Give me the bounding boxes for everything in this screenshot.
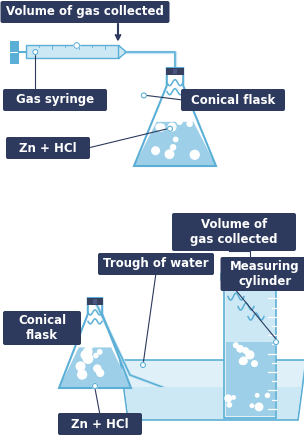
Circle shape <box>243 348 248 353</box>
Text: Measuring
cylinder: Measuring cylinder <box>230 260 300 288</box>
Polygon shape <box>134 122 216 166</box>
Circle shape <box>255 403 263 411</box>
FancyBboxPatch shape <box>3 89 107 111</box>
Circle shape <box>179 111 189 121</box>
Circle shape <box>178 120 182 124</box>
Circle shape <box>190 151 199 159</box>
FancyBboxPatch shape <box>181 89 285 111</box>
Circle shape <box>246 351 254 359</box>
FancyBboxPatch shape <box>226 281 275 342</box>
Circle shape <box>85 339 94 349</box>
Circle shape <box>165 150 174 158</box>
FancyBboxPatch shape <box>221 274 279 280</box>
Circle shape <box>255 394 259 397</box>
Circle shape <box>171 145 176 150</box>
Circle shape <box>168 126 172 131</box>
Circle shape <box>240 359 245 364</box>
FancyBboxPatch shape <box>93 299 97 304</box>
FancyBboxPatch shape <box>1 1 170 23</box>
FancyBboxPatch shape <box>3 311 81 345</box>
Polygon shape <box>120 360 304 420</box>
FancyBboxPatch shape <box>26 46 119 59</box>
Circle shape <box>81 351 90 359</box>
Text: Gas syringe: Gas syringe <box>16 94 94 107</box>
Circle shape <box>82 340 88 345</box>
Text: Trough of water: Trough of water <box>103 258 209 271</box>
Circle shape <box>187 121 192 126</box>
Circle shape <box>227 403 232 407</box>
Circle shape <box>168 123 176 131</box>
Text: Conical
flask: Conical flask <box>18 314 66 342</box>
FancyBboxPatch shape <box>220 257 304 291</box>
Circle shape <box>65 318 70 323</box>
FancyBboxPatch shape <box>226 342 275 417</box>
FancyBboxPatch shape <box>224 280 276 418</box>
FancyBboxPatch shape <box>87 298 103 305</box>
Circle shape <box>157 124 165 131</box>
Circle shape <box>237 345 244 352</box>
Circle shape <box>76 362 85 370</box>
Circle shape <box>140 362 146 367</box>
Circle shape <box>152 147 159 155</box>
Circle shape <box>225 395 231 402</box>
Text: Volume of
gas collected: Volume of gas collected <box>190 218 278 246</box>
Circle shape <box>83 354 93 363</box>
Circle shape <box>97 370 104 376</box>
Circle shape <box>250 404 254 407</box>
FancyBboxPatch shape <box>166 68 185 75</box>
Circle shape <box>232 396 235 399</box>
Circle shape <box>76 337 84 345</box>
Text: Zn + HCl: Zn + HCl <box>71 418 129 431</box>
FancyBboxPatch shape <box>173 69 177 74</box>
Circle shape <box>156 124 162 130</box>
Circle shape <box>252 361 257 366</box>
Circle shape <box>240 357 247 364</box>
Text: Conical flask: Conical flask <box>191 94 275 107</box>
Circle shape <box>84 348 92 356</box>
Circle shape <box>94 353 98 358</box>
Circle shape <box>94 365 101 372</box>
Circle shape <box>274 340 278 345</box>
Circle shape <box>265 393 269 397</box>
Text: Volume of gas collected: Volume of gas collected <box>6 5 164 18</box>
FancyBboxPatch shape <box>6 137 90 159</box>
FancyBboxPatch shape <box>10 53 19 65</box>
Polygon shape <box>59 347 131 388</box>
Circle shape <box>98 350 102 354</box>
Text: Zn + HCl: Zn + HCl <box>19 142 77 155</box>
Circle shape <box>174 137 178 142</box>
Polygon shape <box>119 46 125 59</box>
Circle shape <box>74 43 80 48</box>
FancyBboxPatch shape <box>10 41 19 52</box>
Circle shape <box>177 119 182 124</box>
FancyBboxPatch shape <box>172 213 296 251</box>
Circle shape <box>78 370 87 379</box>
Circle shape <box>247 283 253 288</box>
Circle shape <box>233 343 238 348</box>
FancyBboxPatch shape <box>98 253 214 275</box>
Circle shape <box>33 49 38 55</box>
Circle shape <box>141 93 146 98</box>
Polygon shape <box>124 387 302 419</box>
Circle shape <box>92 383 98 388</box>
FancyBboxPatch shape <box>58 413 142 435</box>
